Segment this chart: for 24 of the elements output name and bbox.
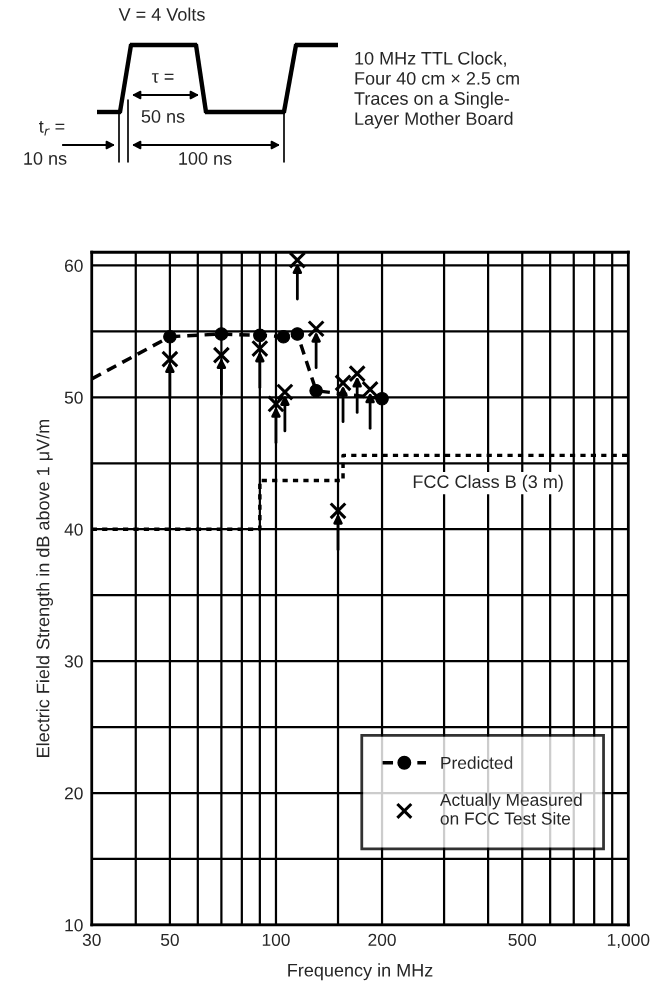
- y-tick-label: 10: [65, 919, 83, 932]
- x-axis-title: Frequency in MHz: [288, 963, 433, 981]
- text: 100 ns: [179, 152, 232, 165]
- legend-label: Predicted: [441, 756, 513, 769]
- x-tick-label: 500: [508, 933, 537, 947]
- y-tick-label: 40: [64, 523, 83, 536]
- text: τ =: [151, 73, 174, 83]
- text: V = 4 Volts: [118, 7, 205, 21]
- x-tick-label: 200: [368, 933, 396, 947]
- x-tick-label: 50: [160, 933, 179, 947]
- legend-label: Actually Measured on FCC Test Site: [439, 793, 582, 825]
- y-axis-title: Electric Field Strength in dB above 1 μV/m: [36, 419, 53, 757]
- y-tick-label: 50: [64, 391, 83, 404]
- text: 50 ns: [141, 110, 185, 123]
- x-tick-label: 1,000: [607, 933, 650, 949]
- x-tick-label: 30: [82, 933, 101, 947]
- y-tick-label: 30: [64, 655, 83, 668]
- x-tick-label: 100: [262, 933, 290, 947]
- text: 10 ns: [24, 152, 67, 165]
- y-tick-label: 20: [64, 787, 83, 800]
- text: 10 MHz TTL Clock, Four 40 cm × 2.5 cm Traces on a Single- Layer Mother Board: [354, 51, 519, 129]
- text: t$_{r}$ =: [39, 120, 65, 136]
- y-tick-label: 60: [64, 259, 83, 272]
- annotation: FCC Class B (3 m): [413, 474, 563, 492]
